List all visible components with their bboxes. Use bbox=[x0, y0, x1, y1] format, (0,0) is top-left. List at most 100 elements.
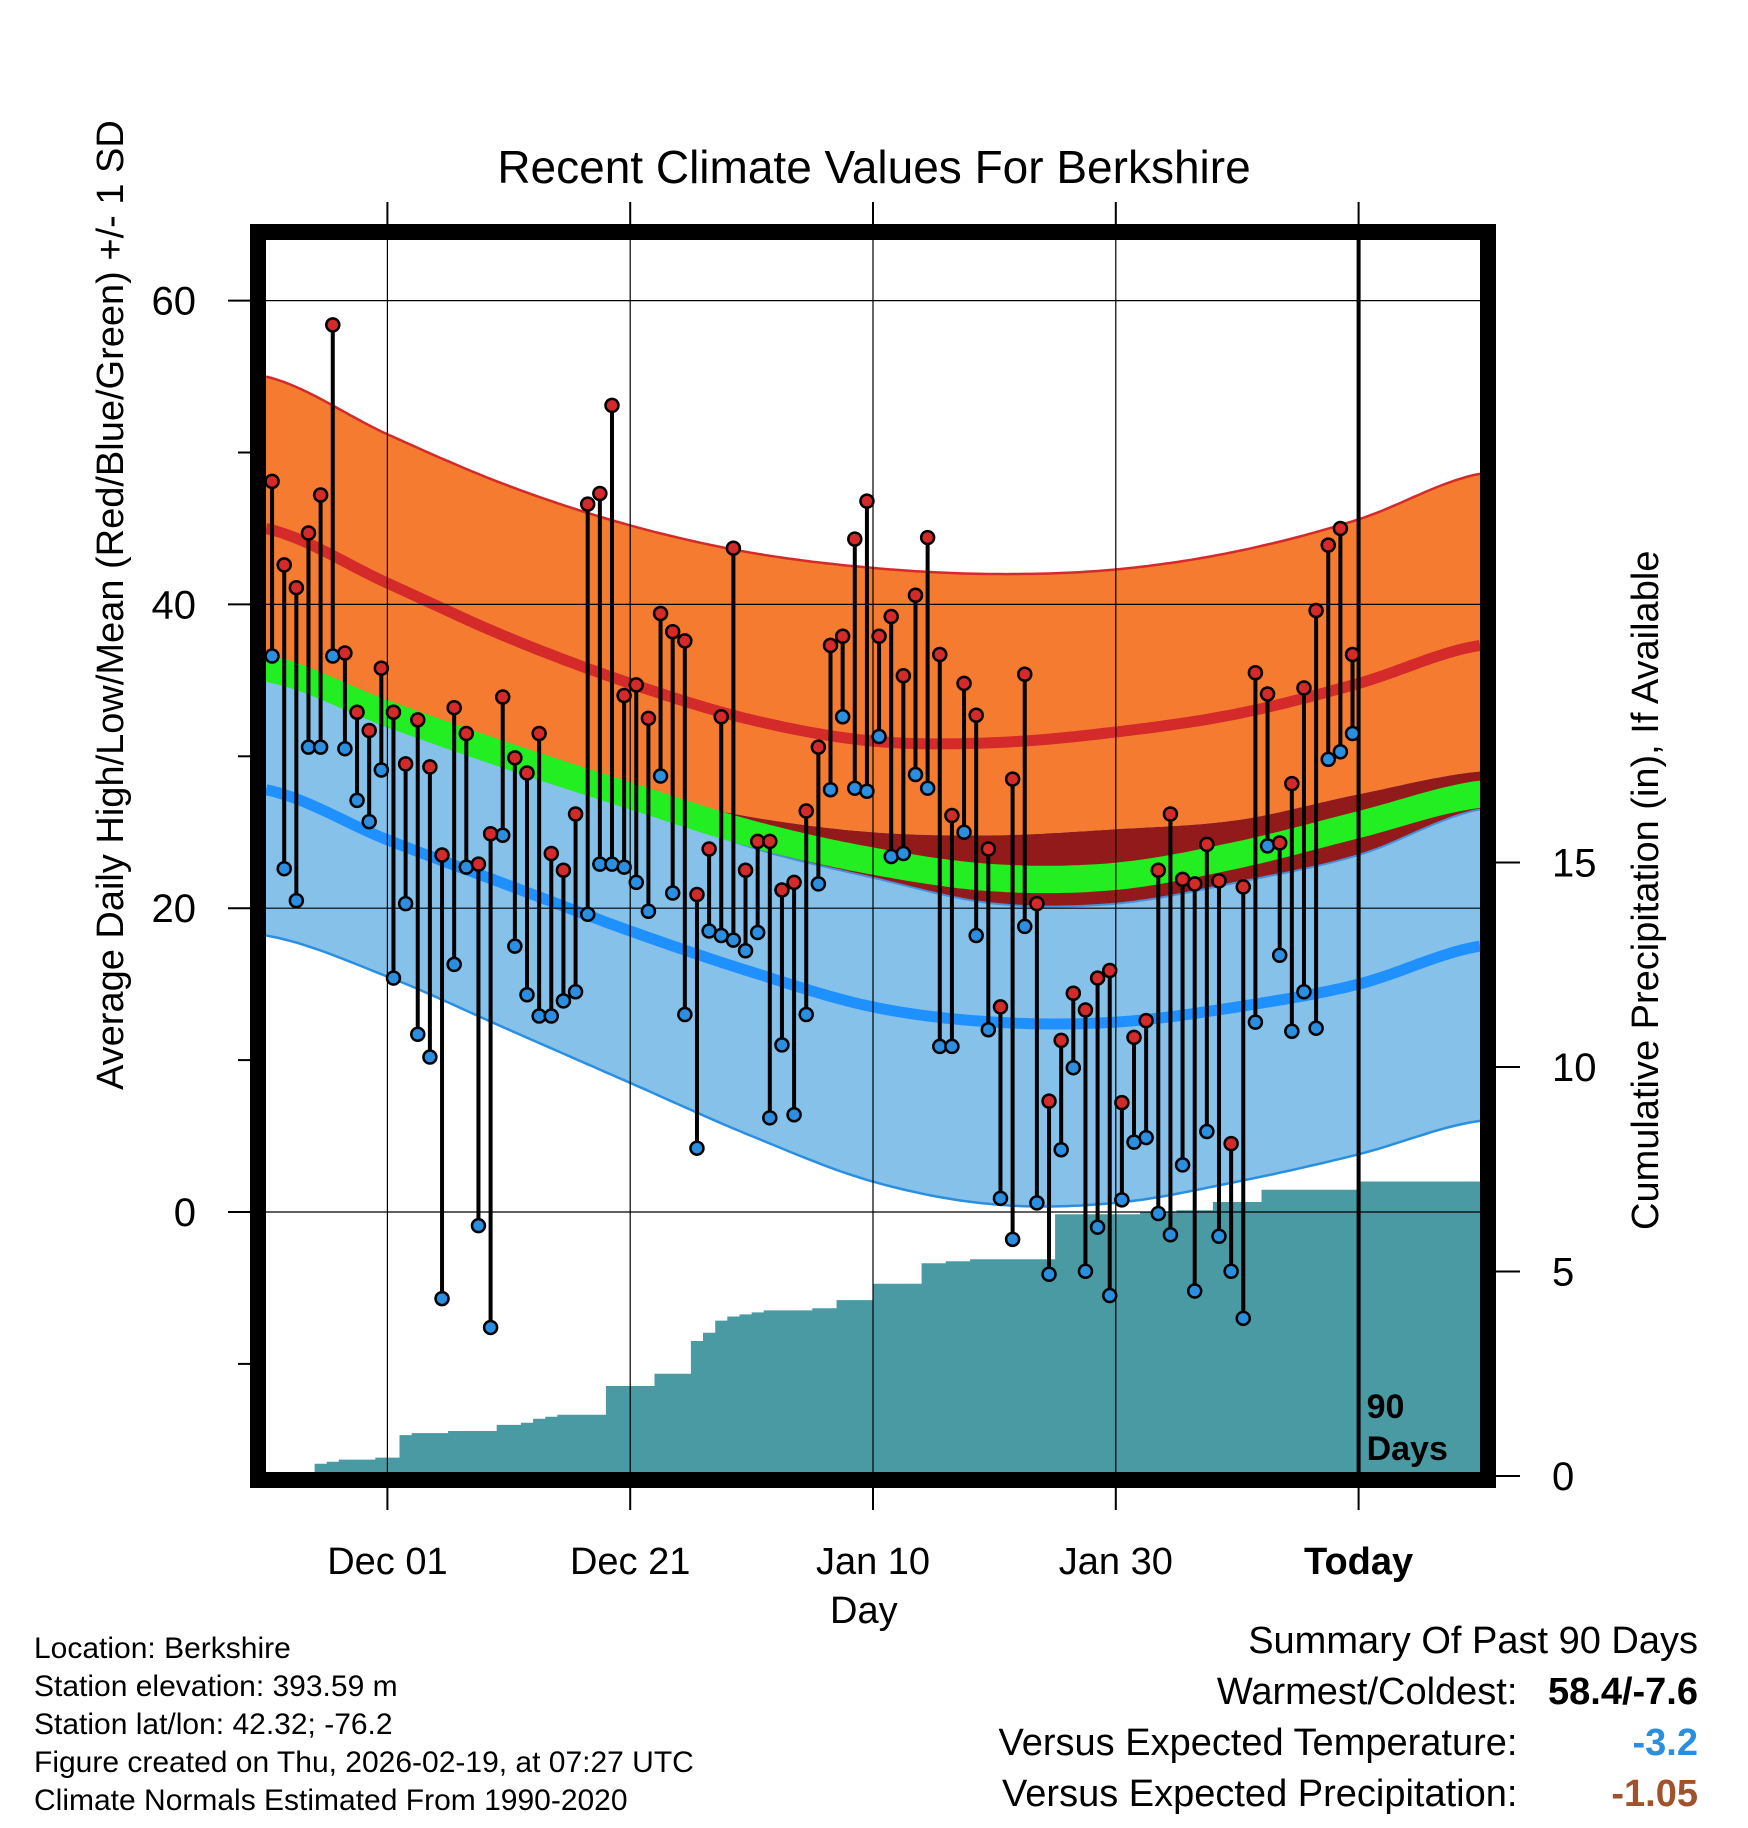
daily-high-point bbox=[555, 862, 572, 878]
daily-high-point bbox=[446, 699, 462, 716]
daily-high-point bbox=[737, 862, 754, 878]
daily-low-point bbox=[737, 942, 754, 959]
daily-low-point bbox=[1114, 1192, 1130, 1208]
daily-low-point bbox=[749, 924, 766, 941]
daily-low-point bbox=[616, 859, 632, 875]
daily-low-point bbox=[822, 781, 839, 798]
daily-high-point bbox=[992, 999, 1009, 1015]
daily-high-point bbox=[762, 833, 778, 850]
daily-low-point bbox=[774, 1037, 790, 1053]
daily-high-point bbox=[847, 531, 863, 547]
daily-low-point bbox=[992, 1190, 1009, 1207]
daily-high-point bbox=[1126, 1029, 1142, 1046]
daily-high-point bbox=[664, 623, 681, 640]
location-text: Location: Berkshire bbox=[34, 1632, 291, 1665]
daily-low-point bbox=[944, 1038, 960, 1055]
plot-frame bbox=[250, 224, 1496, 1488]
daily-high-point bbox=[1223, 1135, 1239, 1152]
daily-high-point bbox=[932, 646, 948, 663]
summary-warmest-value: 58.4/-7.6 bbox=[1548, 1671, 1698, 1713]
daily-low-point bbox=[834, 709, 851, 725]
daily-high-point bbox=[1332, 520, 1349, 537]
summary-precip-label: Versus Expected Precipitation: bbox=[1002, 1773, 1518, 1815]
y-tick-label-right: 15 bbox=[1552, 842, 1597, 886]
daily-low-point bbox=[1138, 1129, 1154, 1146]
daily-high-point bbox=[1053, 1032, 1069, 1049]
daily-high-point bbox=[1296, 680, 1312, 696]
daily-high-point bbox=[519, 765, 535, 781]
daily-high-point bbox=[531, 725, 547, 742]
daily-low-point bbox=[810, 876, 827, 892]
daily-high-point bbox=[604, 397, 620, 414]
daily-high-point bbox=[1077, 1002, 1094, 1018]
daily-low-point bbox=[361, 813, 377, 830]
daily-high-point bbox=[677, 633, 693, 649]
summary-temp-label: Versus Expected Temperature: bbox=[998, 1722, 1518, 1764]
daily-high-point bbox=[312, 487, 329, 503]
daily-low-point bbox=[543, 1008, 560, 1024]
daily-high-point bbox=[713, 709, 729, 725]
daily-high-point bbox=[1041, 1093, 1057, 1109]
y-tick-label-right: 5 bbox=[1552, 1251, 1574, 1295]
daily-low-point bbox=[434, 1290, 450, 1307]
daily-low-point bbox=[919, 780, 936, 796]
daily-high-point bbox=[422, 759, 438, 775]
daily-low-point bbox=[677, 1006, 693, 1023]
daily-high-point bbox=[919, 529, 936, 546]
daily-high-point bbox=[288, 579, 305, 596]
daily-high-point bbox=[397, 756, 414, 772]
daily-low-point bbox=[689, 1140, 705, 1156]
overlap-band bbox=[266, 672, 1480, 907]
daily-high-point bbox=[470, 856, 487, 872]
summary-warmest-label: Warmest/Coldest: bbox=[1216, 1671, 1518, 1713]
daily-low-point bbox=[1029, 1195, 1045, 1211]
x-tick-label: Dec 01 bbox=[327, 1541, 447, 1583]
daily-low-point bbox=[1077, 1263, 1094, 1279]
daily-low-point bbox=[266, 648, 280, 664]
daily-high-point bbox=[956, 675, 972, 692]
daily-low-point bbox=[980, 1021, 997, 1038]
daily-high-point bbox=[1017, 666, 1033, 683]
daily-high-point bbox=[410, 712, 426, 728]
daily-high-point bbox=[1114, 1094, 1130, 1111]
daily-low-point bbox=[1162, 1227, 1179, 1243]
summary-temp-value: -3.2 bbox=[1632, 1722, 1698, 1764]
daily-low-point bbox=[1150, 1205, 1167, 1222]
daily-high-point bbox=[543, 845, 560, 862]
daily-high-point bbox=[1150, 862, 1167, 878]
y-tick-label-right: 0 bbox=[1552, 1455, 1574, 1499]
daily-low-point bbox=[664, 885, 681, 901]
summary-title: Summary Of Past 90 Days bbox=[1248, 1620, 1698, 1662]
daily-low-point bbox=[1017, 918, 1033, 935]
daily-high-point bbox=[1320, 537, 1336, 553]
daily-high-point bbox=[640, 710, 657, 727]
daily-high-point bbox=[434, 847, 450, 863]
daily-low-point bbox=[482, 1319, 499, 1336]
daily-high-point bbox=[1235, 879, 1252, 895]
daily-low-point bbox=[786, 1107, 802, 1123]
daily-low-point bbox=[1296, 983, 1312, 1000]
summary-warmest-row: Warmest/Coldest: 58.4/-7.6 bbox=[1217, 1671, 1698, 1714]
x-tick-label: Dec 21 bbox=[570, 1541, 690, 1583]
daily-low-point bbox=[1004, 1231, 1021, 1248]
daily-low-point bbox=[762, 1110, 778, 1126]
daily-low-point bbox=[373, 762, 390, 778]
daily-high-point bbox=[822, 637, 839, 654]
daily-high-point bbox=[1308, 602, 1324, 619]
daily-high-point bbox=[652, 605, 669, 622]
y-tick-label: 40 bbox=[152, 583, 197, 627]
daily-high-point bbox=[859, 493, 875, 509]
elevation-text: Station elevation: 393.59 m bbox=[34, 1670, 398, 1703]
daily-low-point bbox=[1284, 1023, 1300, 1039]
daily-low-point bbox=[1271, 947, 1288, 964]
daily-high-point bbox=[1162, 806, 1179, 822]
daily-low-point bbox=[567, 983, 584, 1000]
daily-low-point bbox=[859, 783, 875, 799]
daily-high-point bbox=[1271, 835, 1288, 851]
daily-low-point bbox=[1053, 1141, 1069, 1158]
daily-low-point bbox=[798, 1006, 814, 1023]
daily-high-point bbox=[628, 677, 645, 693]
daily-high-point bbox=[349, 704, 365, 720]
daily-low-point bbox=[1332, 743, 1349, 760]
y-tick-label: 60 bbox=[152, 280, 197, 324]
